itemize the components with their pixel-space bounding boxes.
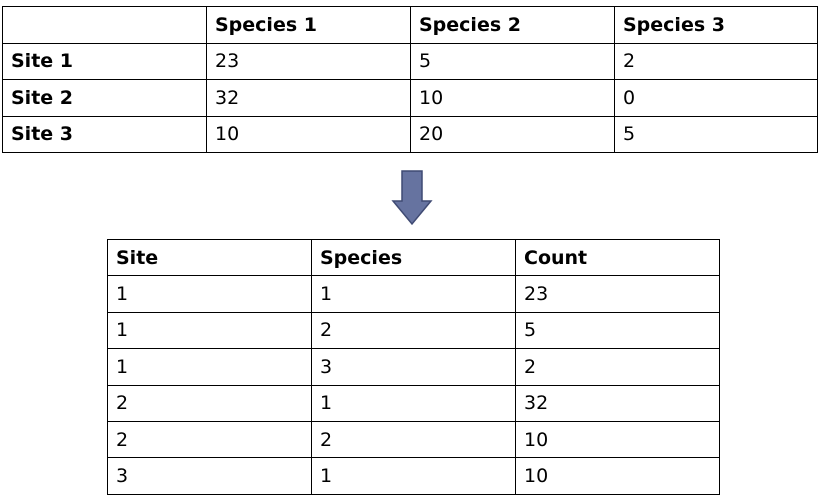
table-cell: 32: [206, 79, 411, 117]
arrow-shape: [391, 170, 433, 226]
row-header: Site 3: [2, 115, 207, 153]
table-cell: 3: [311, 348, 516, 386]
table-cell: 5: [614, 115, 818, 153]
table-row: Site 3 10 20 5: [2, 115, 818, 153]
table-row: 2 1 32: [107, 384, 720, 422]
row-header: Site 2: [2, 79, 207, 117]
table-cell: 10: [515, 420, 720, 459]
table-cell: 2: [311, 311, 516, 350]
corner-cell: [2, 6, 207, 44]
table-cell: 1: [311, 275, 516, 313]
column-header: Count: [515, 238, 720, 277]
column-header: Species 3: [614, 6, 818, 44]
table-row: 1 3 2: [107, 348, 720, 386]
table-cell: 1: [107, 275, 312, 313]
table-cell: 2: [107, 420, 312, 459]
table-cell: 2: [515, 348, 720, 386]
table-row: 2 2 10: [107, 420, 720, 459]
table-cell: 3: [107, 457, 312, 495]
table-cell: 2: [614, 42, 818, 80]
table-cell: 5: [410, 42, 615, 80]
column-header: Species 2: [410, 6, 615, 44]
table-header-row: Species 1 Species 2 Species 3: [2, 6, 818, 44]
column-header: Species 1: [206, 6, 411, 44]
table-cell: 1: [311, 384, 516, 422]
arrow-down-icon: [391, 170, 433, 226]
table-cell: 1: [107, 311, 312, 350]
table-header-row: Site Species Count: [107, 238, 720, 277]
row-header: Site 1: [2, 42, 207, 80]
table-cell: 20: [410, 115, 615, 153]
long-format-table: Site Species Count 1 1 23 1 2 5 1 3 2 2 …: [107, 238, 720, 495]
table-row: Site 2 32 10 0: [2, 79, 818, 117]
table-cell: 10: [206, 115, 411, 153]
column-header: Species: [311, 238, 516, 277]
table-cell: 32: [515, 384, 720, 422]
table-cell: 5: [515, 311, 720, 350]
table-row: 1 1 23: [107, 275, 720, 313]
column-header: Site: [107, 238, 312, 277]
table-cell: 2: [311, 420, 516, 459]
wide-format-table: Species 1 Species 2 Species 3 Site 1 23 …: [2, 6, 818, 153]
table-cell: 0: [614, 79, 818, 117]
table-row: 1 2 5: [107, 311, 720, 350]
table-cell: 1: [311, 457, 516, 495]
table-cell: 23: [206, 42, 411, 80]
table-cell: 10: [410, 79, 615, 117]
table-cell: 23: [515, 275, 720, 313]
table-row: Site 1 23 5 2: [2, 42, 818, 80]
table-cell: 10: [515, 457, 720, 495]
table-row: 3 1 10: [107, 457, 720, 495]
table-cell: 1: [107, 348, 312, 386]
table-cell: 2: [107, 384, 312, 422]
